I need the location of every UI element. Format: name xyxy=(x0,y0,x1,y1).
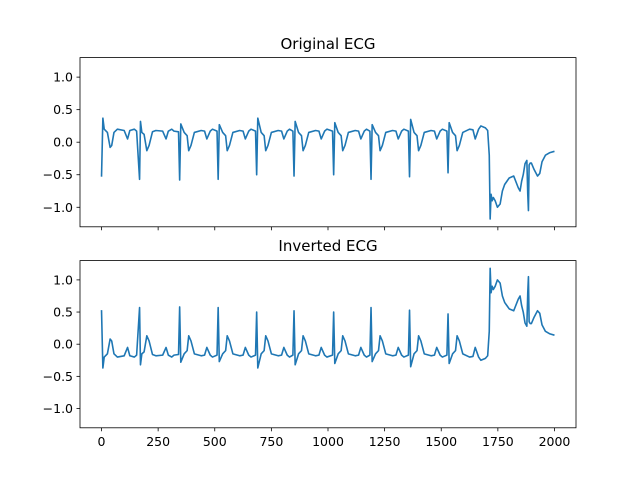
y-tick-label: −0.5 xyxy=(43,369,73,384)
x-tick-label: 1750 xyxy=(482,434,514,449)
chart-title: Original ECG xyxy=(280,35,375,53)
y-tick-label: −1.0 xyxy=(43,401,73,416)
x-tick-label: 0 xyxy=(98,434,106,449)
inverted-ecg-panel: Inverted ECG 0 250 500 750 1000 1250 1500 1750 2… xyxy=(43,237,577,449)
plot-area xyxy=(100,117,555,220)
x-tick-label: 750 xyxy=(259,434,283,449)
original-ecg-panel: Original ECG −1.0 −0.5 0.0 0.5 1.0 xyxy=(43,35,577,231)
x-tick-label: 500 xyxy=(203,434,227,449)
y-tick-label: 0.5 xyxy=(53,102,73,117)
y-tick-label: 0.0 xyxy=(53,135,73,150)
y-tick-label: 0.0 xyxy=(53,337,73,352)
x-tick-label: 1000 xyxy=(312,434,344,449)
plot-area xyxy=(100,267,555,369)
y-tick-label: 0.5 xyxy=(53,305,73,320)
x-tick-label: 250 xyxy=(146,434,170,449)
y-tick-label: 1.0 xyxy=(53,70,73,85)
x-tick-label: 1500 xyxy=(425,434,457,449)
y-tick-label: 1.0 xyxy=(53,272,73,287)
ecg-series-line xyxy=(100,267,555,369)
x-tick-label: 1250 xyxy=(369,434,401,449)
y-tick-label: −1.0 xyxy=(43,200,73,215)
chart-title: Inverted ECG xyxy=(278,237,377,255)
ecg-series-line xyxy=(100,117,555,220)
y-tick-label: −0.5 xyxy=(43,167,73,182)
x-tick-label: 2000 xyxy=(539,434,571,449)
